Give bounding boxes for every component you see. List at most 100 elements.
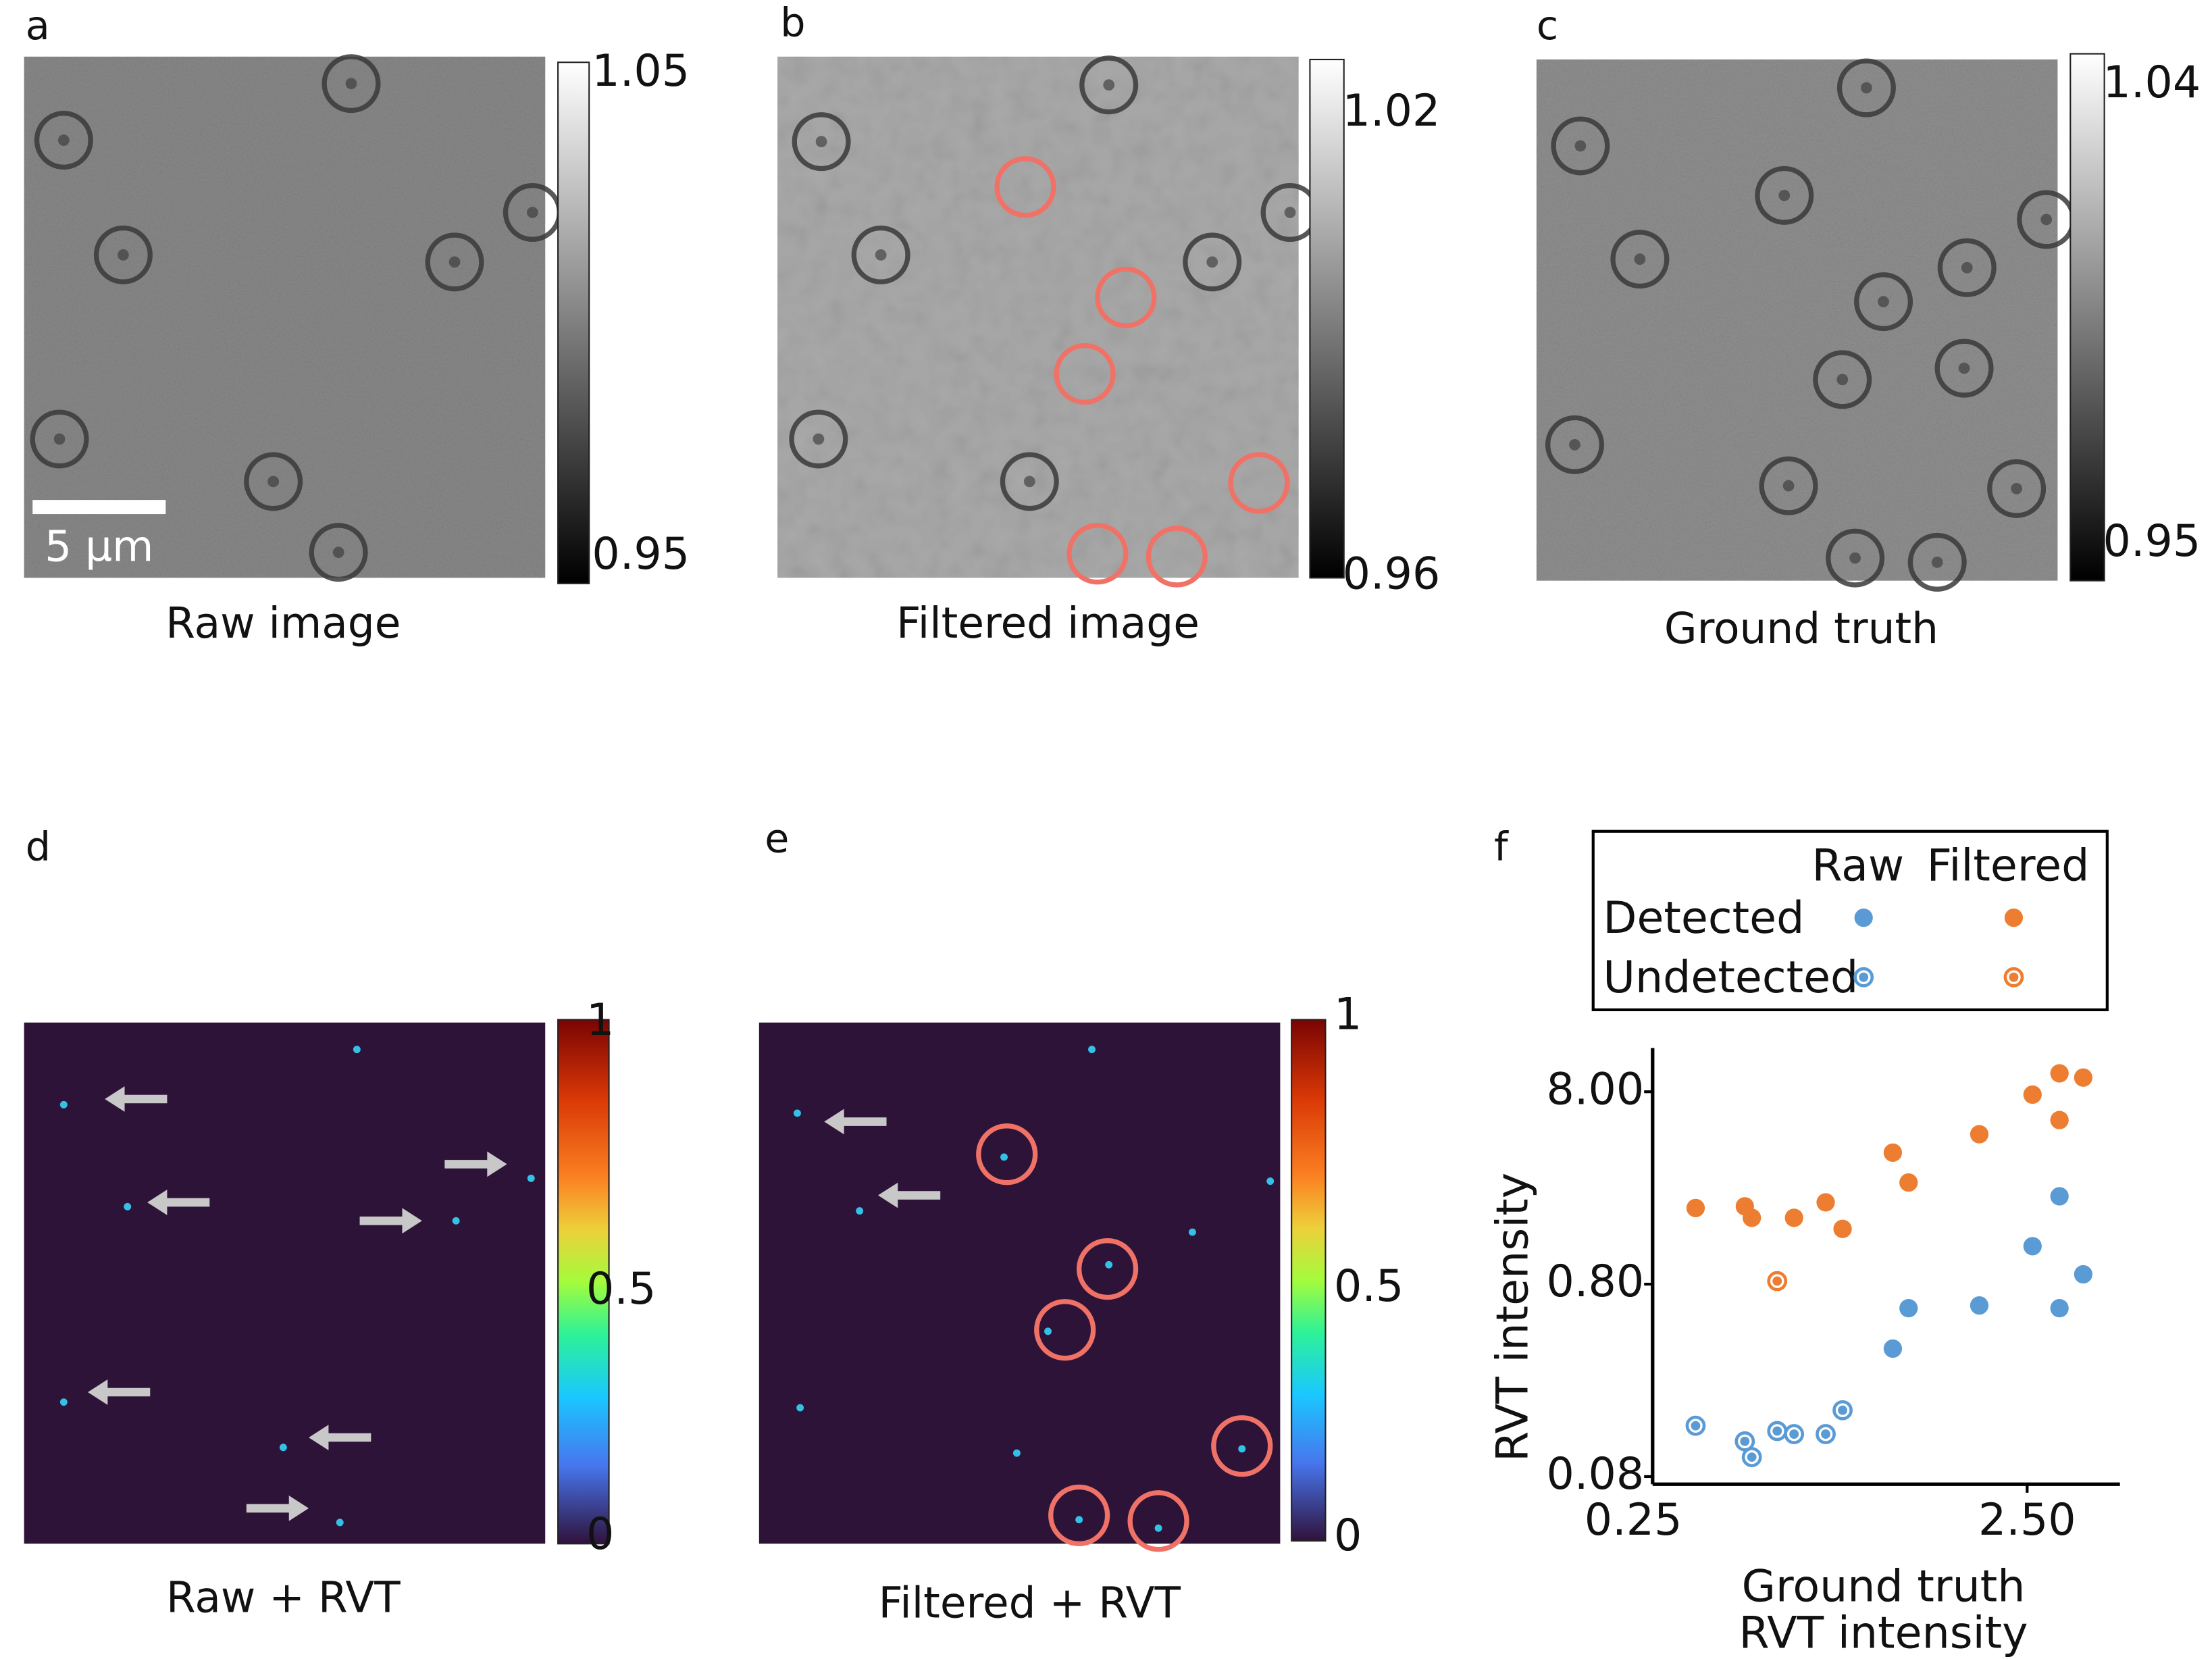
particle-circle bbox=[789, 409, 848, 469]
marker bbox=[2074, 1265, 2092, 1284]
particle-circle bbox=[1000, 452, 1059, 511]
colorbar bbox=[557, 1019, 610, 1545]
panel-letter: b bbox=[780, 0, 805, 46]
colorbar-label: 0.5 bbox=[586, 1264, 656, 1315]
missed-circle bbox=[1066, 523, 1129, 585]
colorbar bbox=[557, 61, 590, 584]
rvt-spot bbox=[59, 1100, 68, 1108]
marker bbox=[1899, 1173, 1918, 1192]
particle-circle bbox=[93, 225, 153, 284]
marker bbox=[1833, 1219, 1852, 1238]
colorbar-label: 1 bbox=[586, 995, 614, 1046]
particle-circle bbox=[1836, 58, 1896, 118]
panel-letter: f bbox=[1494, 824, 1509, 870]
x-axis-label: Ground truth bbox=[1742, 1561, 2026, 1612]
rvt-spot bbox=[353, 1046, 361, 1054]
colorbar-label: 1.02 bbox=[1343, 86, 1441, 136]
ring-dot bbox=[1691, 1421, 1701, 1431]
image-texture bbox=[24, 56, 546, 578]
particle bbox=[1206, 256, 1218, 268]
particle bbox=[118, 249, 129, 261]
marker bbox=[2004, 908, 2024, 927]
rvt-spot bbox=[1075, 1516, 1083, 1524]
rvt-spot bbox=[279, 1444, 287, 1452]
marker bbox=[1883, 1143, 1903, 1163]
ring-dot bbox=[1859, 972, 1869, 982]
marker bbox=[1686, 1198, 1705, 1217]
rvt-spot bbox=[1088, 1046, 1096, 1054]
marker-ring bbox=[1832, 1400, 1853, 1421]
caption: Ground truth bbox=[1664, 604, 1938, 653]
colorbar-label: 0 bbox=[586, 1509, 614, 1560]
y-axis-label: RVT intensity bbox=[1487, 1173, 1538, 1462]
particle bbox=[1878, 296, 1889, 307]
particle-circle bbox=[1551, 116, 1610, 176]
rvt-spot bbox=[452, 1217, 460, 1225]
ring-dot bbox=[1747, 1452, 1757, 1462]
particle-circle bbox=[1079, 55, 1139, 115]
y-tick-label: 8.00 bbox=[1547, 1064, 1645, 1115]
x-tick-label: 2.50 bbox=[1978, 1495, 2076, 1546]
particle-circle bbox=[1183, 232, 1242, 292]
colorbar-label: 0.95 bbox=[592, 529, 690, 580]
particle-circle bbox=[34, 111, 93, 170]
y-tick-label: 0.08 bbox=[1547, 1449, 1645, 1500]
particle bbox=[448, 256, 461, 268]
marker bbox=[1970, 1296, 1989, 1315]
particle bbox=[345, 78, 357, 90]
rvt-spot bbox=[1105, 1260, 1113, 1269]
panel-letter: a bbox=[26, 3, 50, 49]
missed-circle bbox=[976, 1123, 1038, 1185]
marker-ring bbox=[1734, 1431, 1755, 1452]
marker bbox=[1854, 908, 1873, 927]
caption: Filtered image bbox=[896, 598, 1200, 648]
marker-ring bbox=[2003, 967, 2024, 988]
ring-dot bbox=[1772, 1426, 1782, 1436]
panel-letter: e bbox=[765, 816, 789, 862]
particle bbox=[53, 433, 66, 445]
marker bbox=[2023, 1085, 2042, 1104]
arrow-head bbox=[487, 1151, 507, 1177]
legend-column: Raw bbox=[1811, 840, 1904, 891]
particle-circle bbox=[1610, 230, 1670, 289]
missed-circle bbox=[994, 156, 1056, 218]
particle bbox=[526, 207, 538, 218]
marker bbox=[2050, 1111, 2069, 1129]
ring-dot bbox=[1821, 1429, 1830, 1439]
arrow-head bbox=[288, 1496, 309, 1521]
ring-dot bbox=[1740, 1436, 1750, 1446]
particle bbox=[1569, 438, 1580, 451]
particle-circle bbox=[1937, 238, 1997, 297]
particle bbox=[2040, 213, 2053, 226]
arrow-head bbox=[105, 1086, 125, 1112]
rvt-spot bbox=[793, 1109, 801, 1117]
image-texture bbox=[777, 56, 1299, 578]
arrow-head bbox=[824, 1108, 844, 1135]
y-tick-label: 0.80 bbox=[1547, 1256, 1645, 1307]
missed-circle bbox=[1054, 342, 1116, 405]
marker bbox=[1816, 1193, 1835, 1212]
colorbar-label: 0.5 bbox=[1334, 1261, 1404, 1312]
marker bbox=[1883, 1339, 1903, 1358]
rvt-spot bbox=[1000, 1153, 1008, 1161]
particle-circle bbox=[1826, 528, 1885, 588]
caption: Raw image bbox=[165, 598, 401, 648]
particle bbox=[332, 546, 344, 559]
colorbar bbox=[1309, 59, 1345, 579]
colorbar-label: 1.05 bbox=[592, 46, 690, 97]
arrow-head bbox=[877, 1182, 898, 1208]
marker-ring bbox=[1685, 1415, 1706, 1436]
particle-circle bbox=[1907, 532, 1967, 592]
marker-ring bbox=[1784, 1424, 1805, 1444]
particle bbox=[2011, 482, 2023, 494]
ring-dot bbox=[1789, 1429, 1799, 1439]
ring-dot bbox=[1772, 1276, 1782, 1286]
particle-circle bbox=[309, 523, 368, 582]
particle bbox=[1574, 140, 1587, 152]
marker bbox=[2023, 1237, 2042, 1256]
marker bbox=[2074, 1068, 2092, 1087]
rvt-spot bbox=[527, 1174, 535, 1182]
particle bbox=[1931, 556, 1943, 568]
rvt-spot bbox=[796, 1404, 804, 1412]
